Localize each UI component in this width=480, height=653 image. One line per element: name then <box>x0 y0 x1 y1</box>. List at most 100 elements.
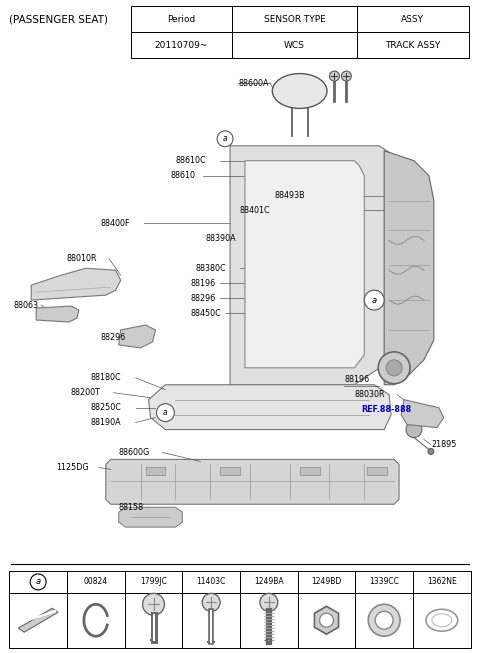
Text: 88196: 88196 <box>344 375 370 384</box>
Bar <box>131 32 232 58</box>
Bar <box>67 571 125 593</box>
Text: SENSOR TYPE: SENSOR TYPE <box>264 15 325 24</box>
Text: 20110709~: 20110709~ <box>155 40 208 50</box>
Text: 88610C: 88610C <box>175 156 206 165</box>
Text: 88200T: 88200T <box>71 389 101 397</box>
Text: 88401C: 88401C <box>240 206 271 215</box>
Circle shape <box>202 594 220 611</box>
Bar <box>357 32 468 58</box>
Bar <box>240 571 298 593</box>
Text: 88450C: 88450C <box>190 309 221 317</box>
Bar <box>232 7 357 32</box>
Text: 88380C: 88380C <box>195 264 226 273</box>
Text: 88250C: 88250C <box>91 403 122 412</box>
Text: 88190A: 88190A <box>91 418 121 427</box>
Bar <box>367 468 387 475</box>
Polygon shape <box>384 151 434 385</box>
Circle shape <box>156 404 174 422</box>
Text: a: a <box>372 296 377 304</box>
Text: REF.88-888: REF.88-888 <box>361 405 411 414</box>
Text: 88390A: 88390A <box>205 234 236 243</box>
Ellipse shape <box>272 74 327 108</box>
Ellipse shape <box>432 614 452 627</box>
Text: 21895: 21895 <box>431 440 456 449</box>
Polygon shape <box>148 385 391 430</box>
Text: 88063: 88063 <box>13 300 38 310</box>
Bar <box>182 593 240 648</box>
Text: 88400F: 88400F <box>101 219 130 228</box>
Circle shape <box>386 360 402 375</box>
Bar <box>145 468 166 475</box>
Circle shape <box>217 131 233 147</box>
Circle shape <box>406 422 422 438</box>
Bar <box>300 468 320 475</box>
Polygon shape <box>18 609 58 632</box>
Text: 1362NE: 1362NE <box>427 577 456 586</box>
Bar <box>9 571 67 593</box>
Polygon shape <box>36 306 79 322</box>
Bar <box>220 468 240 475</box>
Text: 1339CC: 1339CC <box>369 577 399 586</box>
Bar <box>413 571 471 593</box>
Bar <box>298 593 355 648</box>
Text: 88600A: 88600A <box>238 78 268 88</box>
Bar <box>355 571 413 593</box>
Polygon shape <box>314 606 338 634</box>
Polygon shape <box>401 400 444 428</box>
Text: 1249BD: 1249BD <box>312 577 342 586</box>
Text: a: a <box>163 408 168 417</box>
Text: 88196: 88196 <box>190 279 216 288</box>
Text: 1799JC: 1799JC <box>140 577 167 586</box>
Circle shape <box>320 613 334 628</box>
Polygon shape <box>31 268 120 300</box>
Text: (PASSENGER SEAT): (PASSENGER SEAT) <box>9 14 108 24</box>
Text: 11403C: 11403C <box>196 577 226 586</box>
Polygon shape <box>106 460 399 504</box>
Bar <box>298 571 355 593</box>
Circle shape <box>368 604 400 636</box>
Text: ASSY: ASSY <box>401 15 424 24</box>
Circle shape <box>329 71 339 81</box>
Polygon shape <box>119 325 156 348</box>
Bar <box>232 32 357 58</box>
Text: 88010R: 88010R <box>66 254 96 263</box>
Bar <box>125 593 182 648</box>
Text: TRACK ASSY: TRACK ASSY <box>385 40 441 50</box>
Text: WCS: WCS <box>284 40 305 50</box>
Text: 1249BA: 1249BA <box>254 577 284 586</box>
Bar <box>67 593 125 648</box>
Circle shape <box>260 594 278 611</box>
Text: 88296: 88296 <box>190 294 216 302</box>
Text: 1125DG: 1125DG <box>56 463 89 472</box>
Text: Period: Period <box>167 15 195 24</box>
Text: 88158: 88158 <box>119 503 144 512</box>
Bar <box>182 571 240 593</box>
Text: 88600G: 88600G <box>119 448 150 457</box>
Bar <box>131 7 232 32</box>
Text: 88030R: 88030R <box>354 390 385 399</box>
Polygon shape <box>230 146 409 385</box>
Bar <box>240 593 298 648</box>
Text: 00824: 00824 <box>84 577 108 586</box>
Text: 88296: 88296 <box>101 334 126 342</box>
Bar <box>413 593 471 648</box>
Polygon shape <box>245 161 364 368</box>
Bar <box>125 571 182 593</box>
Text: a: a <box>36 577 41 586</box>
Circle shape <box>341 71 351 81</box>
Circle shape <box>143 594 165 615</box>
Circle shape <box>375 611 393 629</box>
Circle shape <box>364 290 384 310</box>
Bar <box>9 593 67 648</box>
Circle shape <box>378 352 410 384</box>
Text: a: a <box>223 135 228 143</box>
Ellipse shape <box>426 609 458 631</box>
Text: 88180C: 88180C <box>91 374 121 382</box>
Bar <box>357 7 468 32</box>
Circle shape <box>428 449 434 454</box>
Text: 88610: 88610 <box>170 171 195 180</box>
Circle shape <box>30 574 46 590</box>
Bar <box>355 593 413 648</box>
Polygon shape <box>119 507 182 527</box>
Text: 88493B: 88493B <box>275 191 305 200</box>
